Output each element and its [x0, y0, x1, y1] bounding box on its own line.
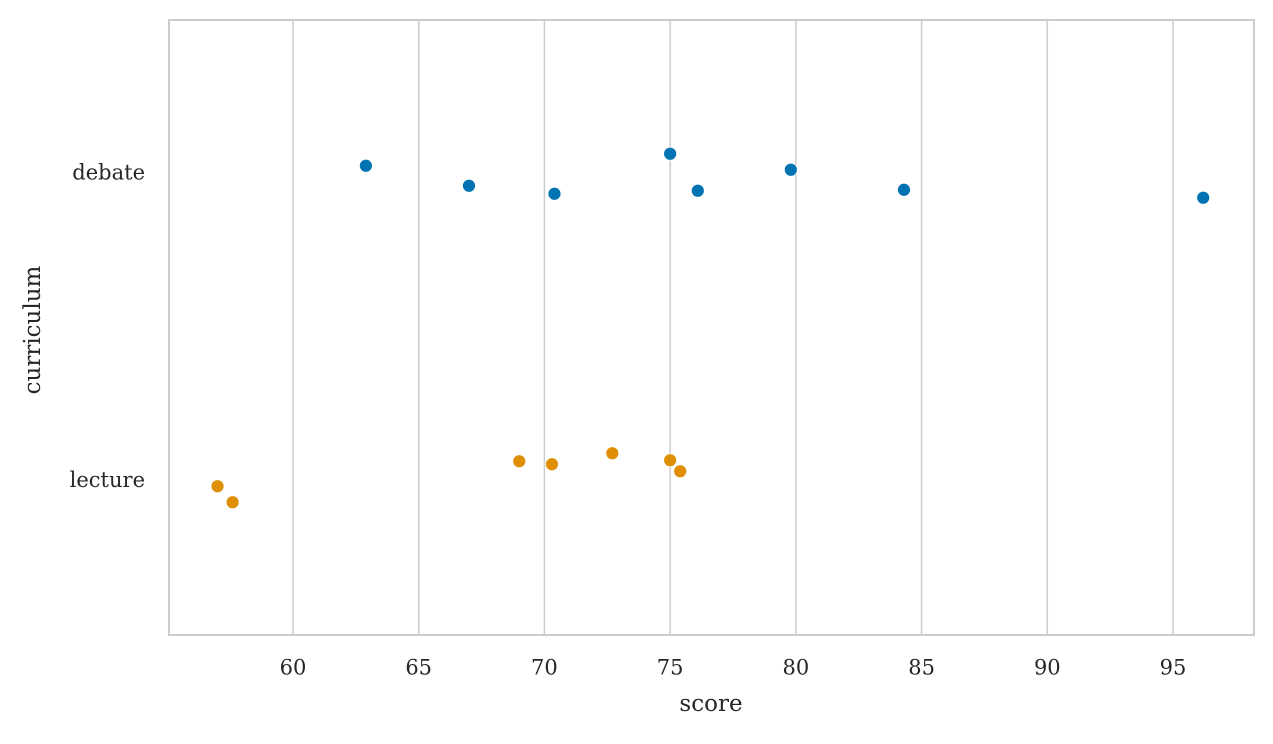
- x-axis-label: score: [679, 691, 742, 717]
- point: [545, 457, 559, 472]
- point: [783, 162, 798, 177]
- point: [690, 183, 705, 198]
- x-tick-label: 95: [1160, 656, 1187, 680]
- point: [210, 479, 225, 494]
- point: [1196, 190, 1211, 205]
- point: [663, 146, 678, 161]
- x-tick-label: 80: [782, 656, 809, 680]
- y-axis-label: curriculum: [20, 265, 46, 394]
- point: [358, 158, 373, 173]
- plot-frame: [168, 19, 1255, 636]
- y-tick-label: debate: [72, 160, 145, 184]
- x-tick-label: 65: [405, 656, 432, 680]
- point: [673, 464, 688, 479]
- point: [462, 178, 476, 193]
- x-tick-label: 90: [1034, 656, 1061, 680]
- x-tick-label: 75: [657, 656, 684, 680]
- x-tick-label: 60: [280, 656, 307, 680]
- point: [897, 182, 911, 197]
- point: [512, 454, 527, 469]
- point: [547, 186, 562, 201]
- point: [605, 446, 620, 461]
- y-tick-label: lecture: [70, 468, 145, 492]
- x-tick-label: 70: [531, 656, 558, 680]
- point: [663, 453, 678, 468]
- point: [225, 495, 240, 510]
- x-tick-label: 85: [908, 656, 935, 680]
